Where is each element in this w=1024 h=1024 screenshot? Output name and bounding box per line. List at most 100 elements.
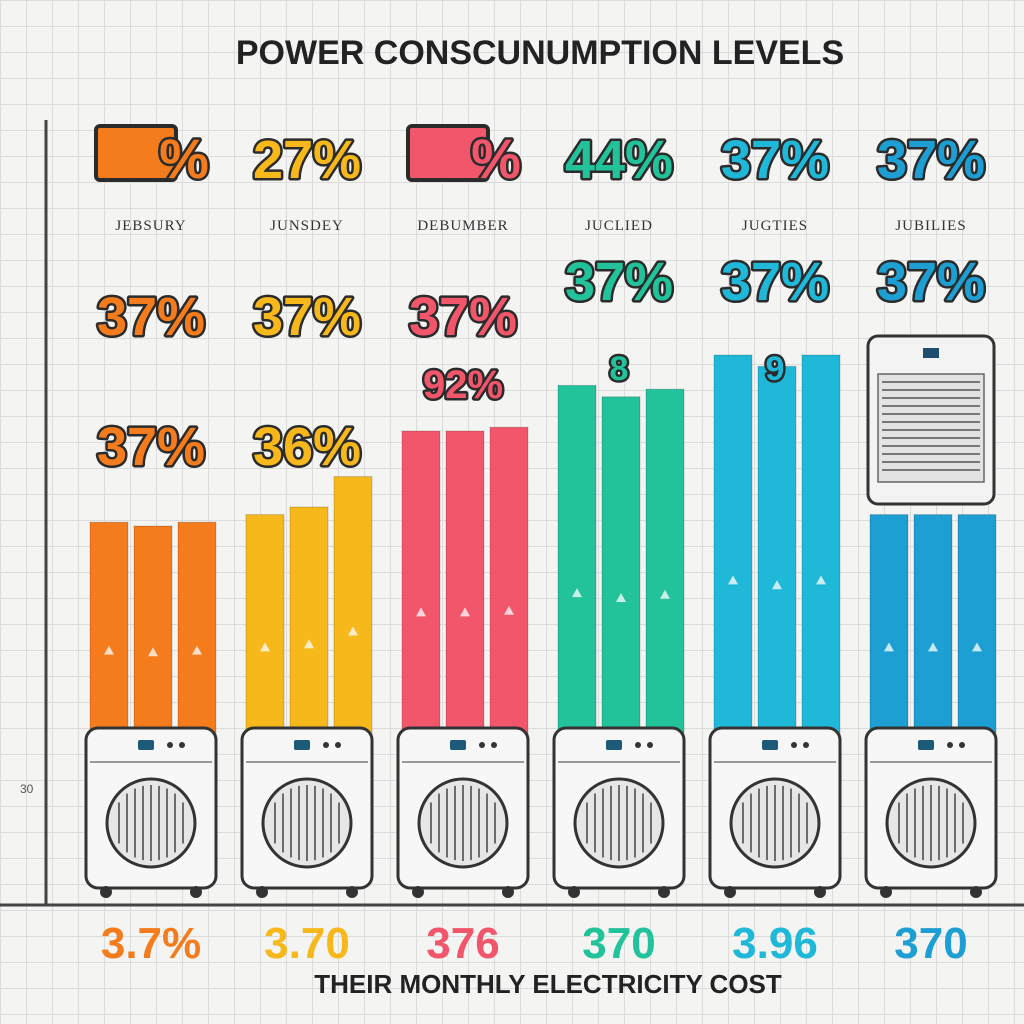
button-icon: [947, 742, 953, 748]
display-icon: [294, 740, 310, 750]
wheel-icon: [256, 886, 268, 898]
y-tick-label: 30: [20, 782, 34, 796]
droplet-icon: [772, 580, 782, 590]
month-label: DEBUMBER: [417, 218, 508, 234]
bar-groups: % JEBSURY 37% 37% 3.7% 27% JUNSDEY 37% 36% 3.70% D…: [84, 124, 998, 968]
bar: [601, 396, 641, 736]
wheel-icon: [568, 886, 580, 898]
droplet-icon: [192, 645, 202, 655]
button-icon: [959, 742, 965, 748]
bottom-value: 376: [426, 919, 499, 968]
month-label: JUGTIES: [742, 218, 808, 234]
mid-label: 37%: [97, 417, 205, 477]
top-label: %: [471, 127, 521, 190]
button-icon: [803, 742, 809, 748]
bar: [801, 354, 841, 736]
droplet-icon: [504, 605, 514, 615]
bar: [913, 514, 953, 736]
button-icon: [179, 742, 185, 748]
bottom-value: 3.70: [264, 919, 350, 968]
wheel-icon: [346, 886, 358, 898]
mid-label: 37%: [877, 252, 985, 312]
droplet-icon: [416, 607, 426, 617]
mid-label: 37%: [97, 287, 205, 347]
top-label: %: [159, 127, 209, 190]
droplet-icon: [348, 626, 358, 636]
wheel-icon: [970, 886, 982, 898]
bar-group-2: 27% JUNSDEY 37% 36% 3.70: [240, 128, 374, 968]
top-label-box: [94, 124, 178, 182]
bar: [869, 514, 909, 736]
button-icon: [323, 742, 329, 748]
bar: [401, 430, 441, 736]
bar-group-3: % DEBUMBER 37% 92% 376: [396, 124, 530, 968]
bar: [89, 521, 129, 736]
bottom-value: 3.96: [732, 919, 818, 968]
display-icon: [450, 740, 466, 750]
bottom-value: 3.7%: [101, 919, 201, 968]
x-axis-label: THEIR MONTHLY ELECTRICITY COST: [314, 969, 782, 999]
bar: [557, 384, 597, 736]
droplet-icon: [260, 642, 270, 652]
wheel-icon: [880, 886, 892, 898]
display-icon: [606, 740, 622, 750]
month-label: JEBSURY: [115, 218, 186, 234]
bar: [177, 521, 217, 736]
display-icon: [918, 740, 934, 750]
wheel-icon: [658, 886, 670, 898]
droplet-icon: [304, 639, 314, 649]
bar-group-5: 37% JUGTIES 37% 9 3.96: [708, 128, 842, 968]
droplet-icon: [460, 607, 470, 617]
display-icon: [762, 740, 778, 750]
bar: [133, 525, 173, 736]
wheel-icon: [100, 886, 112, 898]
droplet-icon: [104, 645, 114, 655]
month-label: JUBILIES: [895, 218, 966, 234]
droplet-icon: [884, 642, 894, 652]
wheel-icon: [190, 886, 202, 898]
bar-group-4: 44% JUCLIED 37% 8 370: [552, 128, 686, 968]
droplet-icon: [148, 647, 158, 657]
top-label-box: [406, 124, 490, 182]
top-label: 37%: [877, 130, 985, 190]
droplet-icon: [728, 575, 738, 585]
button-icon: [635, 742, 641, 748]
mid-label: 37%: [565, 252, 673, 312]
bar: [333, 476, 373, 736]
droplet-icon: [816, 575, 826, 585]
droplet-icon: [616, 592, 626, 602]
droplet-icon: [972, 642, 982, 652]
display-icon: [138, 740, 154, 750]
button-icon: [647, 742, 653, 748]
bar: [289, 506, 329, 736]
button-icon: [491, 742, 497, 748]
bar: [245, 514, 285, 736]
top-label: 27%: [253, 130, 361, 190]
bar-group-6: 37% JUBILIES 37% 370: [864, 128, 998, 968]
top-label: 37%: [721, 130, 829, 190]
droplet-icon: [660, 589, 670, 599]
top-label: 44%: [565, 130, 673, 190]
vent-panel: [877, 373, 985, 483]
button-icon: [791, 742, 797, 748]
wheel-icon: [814, 886, 826, 898]
button-icon: [167, 742, 173, 748]
wheel-icon: [412, 886, 424, 898]
bar: [957, 514, 997, 736]
bar: [645, 388, 685, 736]
mid-label: 36%: [253, 417, 361, 477]
mid-label: 37%: [253, 287, 361, 347]
mid-label: 37%: [721, 252, 829, 312]
droplet-icon: [928, 642, 938, 652]
wheel-icon: [502, 886, 514, 898]
month-label: JUCLIED: [585, 218, 653, 234]
mid-label: 8: [610, 350, 629, 388]
display-icon: [923, 348, 939, 358]
mid-label: 37%: [409, 287, 517, 347]
bar-group-1: % JEBSURY 37% 37% 3.7%: [84, 124, 218, 968]
bar: [489, 426, 529, 736]
bar: [713, 354, 753, 736]
button-icon: [479, 742, 485, 748]
month-label: JUNSDEY: [270, 218, 344, 234]
